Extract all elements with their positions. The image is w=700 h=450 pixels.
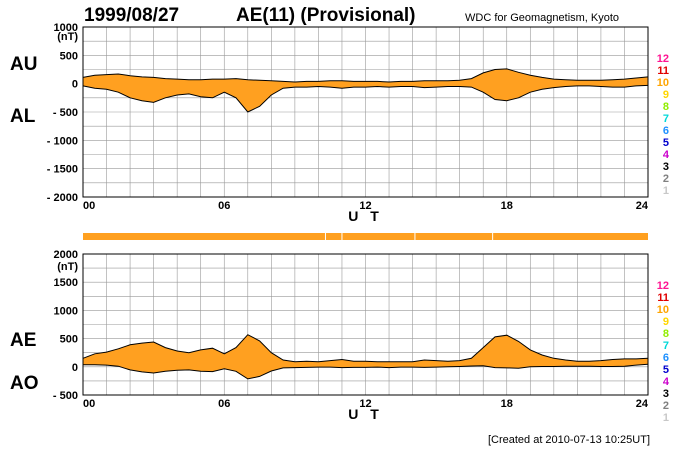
y-tick-label: - 2000 bbox=[47, 192, 78, 204]
legend-station-count: 3 bbox=[663, 388, 669, 400]
source-label: WDC for Geomagnetism, Kyoto bbox=[465, 12, 619, 24]
legend-station-count: 2 bbox=[663, 400, 669, 412]
y-tick-label: 500 bbox=[60, 334, 78, 346]
plot-frame bbox=[82, 253, 649, 396]
legend-station-count: 9 bbox=[663, 316, 669, 328]
legend-station-count: 8 bbox=[663, 328, 669, 340]
series-line-ao bbox=[83, 363, 649, 380]
chart-title: AE(11) (Provisional) bbox=[236, 5, 416, 26]
legend-station-count: 12 bbox=[657, 53, 669, 65]
legend-station-count: 5 bbox=[663, 137, 669, 149]
x-tick-label: 06 bbox=[218, 200, 230, 212]
x-tick-label: 00 bbox=[83, 398, 95, 410]
y-tick-label: - 1000 bbox=[47, 135, 78, 147]
legend-station-count: 6 bbox=[663, 125, 669, 137]
x-tick-label: 06 bbox=[218, 398, 230, 410]
x-tick-label: 18 bbox=[501, 200, 513, 212]
legend-station-count: 12 bbox=[657, 280, 669, 292]
legend-station-count: 3 bbox=[663, 161, 669, 173]
x-tick-label: 12 bbox=[359, 200, 371, 212]
legend-station-count: 1 bbox=[663, 412, 669, 424]
x-tick-label: 24 bbox=[636, 398, 649, 410]
index-label-al: AL bbox=[10, 106, 36, 127]
legend-station-count: 7 bbox=[663, 113, 669, 125]
y-tick-label: 0 bbox=[72, 362, 78, 374]
legend-station-count: 11 bbox=[657, 292, 669, 304]
x-tick-label: 12 bbox=[359, 398, 371, 410]
x-tick-label: 00 bbox=[83, 200, 95, 212]
series-line-al bbox=[82, 84, 649, 113]
y-unit-label: (nT) bbox=[57, 31, 78, 43]
legend-station-count: 4 bbox=[663, 376, 670, 388]
created-timestamp: [Created at 2010-07-13 10:25UT] bbox=[488, 434, 650, 446]
legend-station-count: 10 bbox=[657, 77, 669, 89]
legend-station-count: 8 bbox=[663, 101, 669, 113]
legend-station-count: 4 bbox=[663, 149, 670, 161]
y-tick-label: - 500 bbox=[53, 107, 78, 119]
legend-station-count: 7 bbox=[663, 340, 669, 352]
index-label-ao: AO bbox=[10, 373, 39, 394]
series-line-ae bbox=[82, 334, 649, 363]
legend-station-count: 5 bbox=[663, 364, 669, 376]
index-label-ae: AE bbox=[10, 330, 36, 351]
legend-station-count: 11 bbox=[657, 65, 669, 77]
legend-station-count: 6 bbox=[663, 352, 669, 364]
plot-frame bbox=[82, 26, 649, 198]
legend-station-count: 2 bbox=[663, 173, 669, 185]
y-unit-label: (nT) bbox=[57, 261, 78, 273]
y-tick-label: - 1500 bbox=[47, 164, 78, 176]
au-al-panel: 1000 500 0 - 500 - 1000 - 1500 - 2000 (nT) 00 06 1… bbox=[10, 22, 649, 224]
y-tick-label: - 500 bbox=[53, 390, 78, 402]
x-axis-label: U T bbox=[348, 406, 383, 422]
index-label-au: AU bbox=[10, 54, 37, 75]
ae-ao-panel: 2000 1500 1000 500 0 - 500 (nT) 00 06 12 18 24 U T AE… bbox=[10, 249, 649, 422]
y-tick-label: 1000 bbox=[54, 305, 78, 317]
range-fill-area bbox=[83, 68, 648, 112]
x-tick-label: 24 bbox=[636, 200, 649, 212]
y-tick-label: 1500 bbox=[54, 277, 78, 289]
y-tick-label: 500 bbox=[60, 50, 78, 62]
legend-station-count: 10 bbox=[657, 304, 669, 316]
y-tick-label: 0 bbox=[72, 79, 78, 91]
x-axis-label: U T bbox=[348, 208, 383, 224]
date-label: 1999/08/27 bbox=[84, 5, 179, 26]
legend-station-count: 1 bbox=[663, 185, 669, 197]
y-tick-label: 1000 bbox=[54, 22, 78, 34]
x-tick-label: 18 bbox=[501, 398, 513, 410]
data-quality-bar bbox=[83, 233, 648, 240]
legend-station-count: 9 bbox=[663, 89, 669, 101]
series-line-au bbox=[82, 68, 649, 83]
y-tick-label: 2000 bbox=[54, 249, 78, 261]
